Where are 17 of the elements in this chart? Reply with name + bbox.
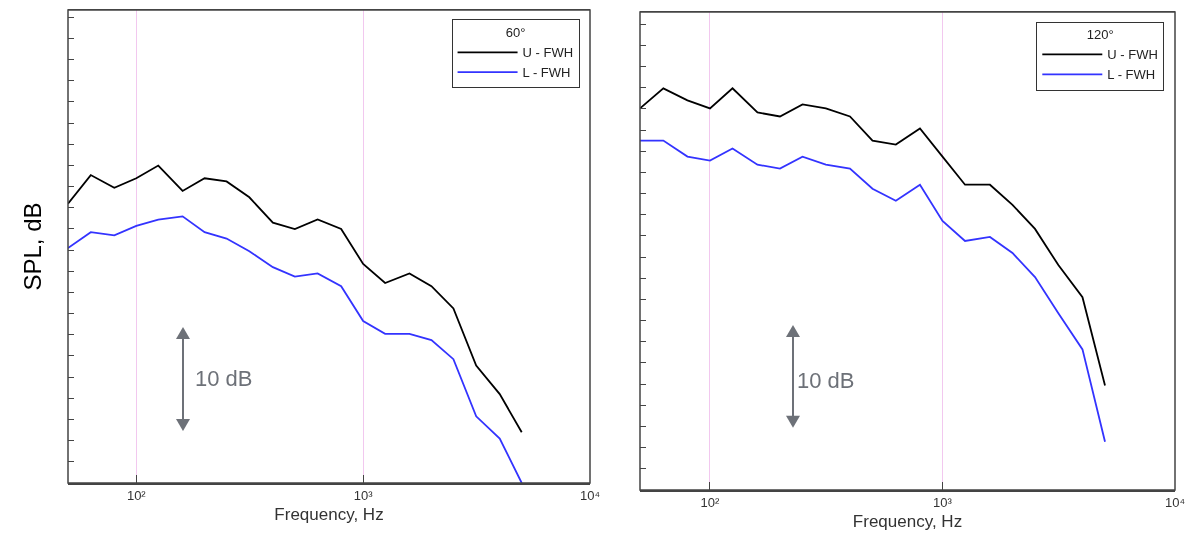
annotation: 10 dB <box>195 366 253 391</box>
legend-title: 120° <box>1086 27 1114 43</box>
x-tick-label: 10² <box>700 495 721 511</box>
x-tick-label: 10³ <box>933 495 953 511</box>
x-tick-label: 10⁴ <box>1164 495 1186 511</box>
legend-label: U - FWH <box>522 45 574 61</box>
x-tick-label: 10³ <box>353 488 374 504</box>
y-axis-title: SPL, dB <box>19 202 47 291</box>
legend-label: U - FWH <box>1107 47 1158 63</box>
annotation: 10 dB <box>797 368 855 393</box>
legend-title: 60° <box>505 25 526 41</box>
x-axis-title: Frequency, Hz <box>274 505 384 525</box>
x-tick-label: 10⁴ <box>579 488 601 504</box>
x-axis-title: Frequency, Hz <box>852 512 963 532</box>
legend-label: L - FWH <box>1107 67 1156 83</box>
x-tick-label: 10² <box>126 488 147 504</box>
legend-label: L - FWH <box>522 65 571 81</box>
